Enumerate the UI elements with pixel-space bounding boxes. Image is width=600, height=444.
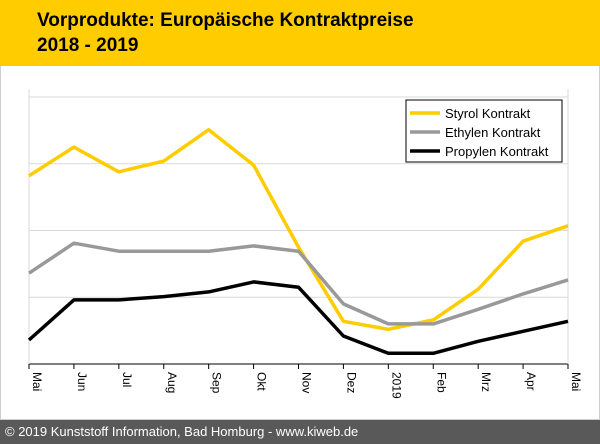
x-tick-label: Dez <box>344 372 358 393</box>
x-tick-label: Aug <box>165 372 179 393</box>
x-tick-label: Mrz <box>479 372 493 392</box>
series-line-styrol <box>28 127 569 332</box>
footer-bar: © 2019 Kunststoff Information, Bad Hombu… <box>0 420 600 444</box>
chart-subtitle: 2018 - 2019 <box>37 35 139 56</box>
legend-label: Propylen Kontrakt <box>445 144 549 159</box>
x-tick-label: Feb <box>434 372 448 393</box>
x-tick-label: Okt <box>255 372 269 391</box>
series-line-propylen <box>27 280 569 356</box>
chart-title: Vorprodukte: Europäische Kontraktpreise <box>37 10 414 31</box>
copyright-text: © 2019 Kunststoff Information, Bad Hombu… <box>5 424 359 439</box>
x-tick-label: Nov <box>300 372 314 393</box>
legend-label: Ethylen Kontrakt <box>445 125 541 140</box>
x-tick-label: Jun <box>75 372 89 391</box>
x-tick-label: 2019 <box>389 372 403 399</box>
x-tick-label: Mai <box>30 372 44 391</box>
x-tick-label: Apr <box>524 372 538 391</box>
title-banner: Vorprodukte: Europäische Kontraktpreise … <box>0 0 600 66</box>
x-tick-label: Jul <box>120 372 134 387</box>
legend-label: Styrol Kontrakt <box>445 106 531 121</box>
series-line-ethylen <box>28 241 569 326</box>
x-tick-label: Mai <box>569 372 583 391</box>
x-tick-label: Sep <box>210 372 224 394</box>
